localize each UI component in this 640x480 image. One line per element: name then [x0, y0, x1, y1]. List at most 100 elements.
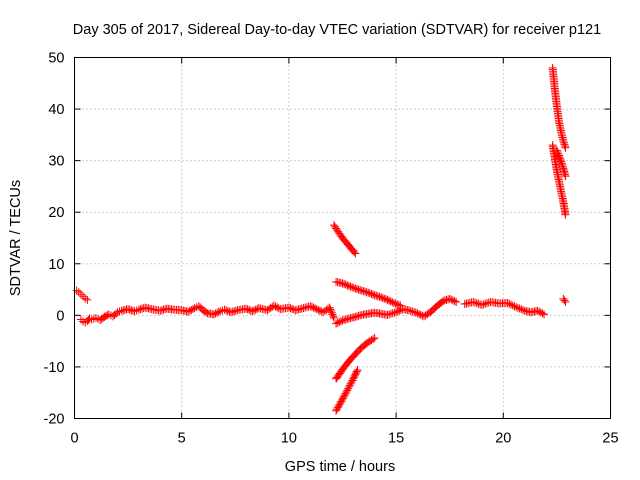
data-point-fill: [538, 309, 547, 318]
axis-ticks: 0 5 10 15 20 25 -20 -10 0 10 20 30 40 50: [44, 51, 619, 447]
data-point-fill: [510, 302, 519, 311]
data-point: [351, 312, 360, 321]
data-point: [561, 143, 570, 152]
data-point-fill: [359, 287, 368, 296]
data-point-fill: [307, 302, 316, 311]
data-point: [561, 297, 570, 306]
x-tick-label: 20: [495, 431, 511, 447]
data-point-fill: [222, 306, 231, 315]
data-point-fill: [230, 307, 239, 316]
data-point-fill: [386, 309, 395, 318]
series-arc-end-b: [548, 141, 570, 219]
data-point-fill: [505, 299, 514, 308]
data-point-fill: [410, 308, 419, 317]
data-point: [184, 307, 193, 316]
data-point: [74, 288, 83, 297]
data-point-fill: [560, 296, 569, 305]
data-point: [190, 304, 199, 313]
data-point: [561, 210, 570, 219]
data-point: [134, 305, 143, 314]
data-point-fill: [369, 335, 378, 344]
data-point: [392, 308, 401, 317]
series-arc-mid-neg-b: [332, 366, 362, 415]
data-point: [338, 316, 347, 325]
data-point-fill: [450, 297, 459, 306]
y-tick-label: 50: [48, 51, 64, 67]
data-point-fill: [350, 248, 359, 257]
series-arc-end-d: [559, 294, 570, 306]
data-point-fill: [354, 311, 363, 320]
data-point: [83, 295, 92, 304]
data-point-fill: [348, 283, 357, 292]
data-point: [344, 281, 353, 290]
data-point: [552, 146, 561, 155]
data-point-fill: [157, 306, 166, 315]
data-point: [351, 249, 360, 258]
data-point-fill: [556, 156, 565, 165]
series-arc-end-a: [548, 63, 570, 152]
data-point-fill: [286, 304, 295, 313]
y-tick-label: 30: [48, 154, 64, 170]
data-point: [377, 293, 386, 302]
x-tick-label: 0: [70, 431, 78, 447]
data-point-fill: [332, 224, 341, 233]
x-axis-title: GPS time / hours: [285, 459, 395, 475]
data-point-fill: [385, 310, 394, 319]
data-point-fill: [346, 379, 355, 388]
data-point: [533, 306, 542, 315]
y-tick-label: 20: [48, 205, 64, 221]
data-point: [338, 279, 347, 288]
data-point-fill: [411, 308, 420, 317]
data-point: [72, 286, 81, 295]
data-point-fill: [159, 305, 168, 314]
data-point-fill: [352, 312, 361, 321]
data-point-fill: [388, 309, 397, 318]
data-point-fill: [378, 293, 387, 302]
data-point: [540, 310, 549, 319]
data-point: [332, 319, 341, 328]
data-point-fill: [395, 306, 404, 315]
data-point-fill: [386, 297, 395, 306]
data-point-fill: [340, 280, 349, 289]
data-point-fill: [125, 305, 134, 314]
data-point-fill: [214, 308, 223, 317]
data-point-fill: [271, 302, 280, 311]
data-point-fill: [440, 296, 449, 305]
data-point: [76, 315, 85, 324]
data-point-fill: [393, 307, 402, 316]
data-point: [340, 391, 349, 400]
data-point: [389, 298, 398, 307]
x-tick-label: 15: [388, 431, 404, 447]
data-point-fill: [558, 161, 567, 170]
data-point: [561, 172, 570, 181]
data-point: [91, 313, 100, 322]
data-point-fill: [416, 310, 425, 319]
y-axis-title: SDTVAR / TECUs: [8, 180, 24, 296]
data-point: [312, 305, 321, 314]
data-point-fill: [391, 299, 400, 308]
data-point-fill: [345, 381, 354, 390]
series-arc-end-c: [552, 146, 570, 181]
data-point-fill: [536, 308, 545, 317]
data-point: [344, 383, 353, 392]
data-point-fill: [336, 317, 345, 326]
data-point-fill: [136, 305, 145, 314]
data-point-fill: [558, 162, 567, 171]
data-point-fill: [508, 301, 517, 310]
data-point-fill: [361, 287, 370, 296]
data-point-fill: [228, 307, 237, 316]
y-tick-label: -20: [44, 412, 65, 428]
data-point-fill: [333, 318, 342, 327]
data-point-fill: [341, 280, 350, 289]
series-arc-mid-up: [329, 221, 360, 258]
data-point-fill: [273, 303, 282, 312]
data-point: [419, 312, 428, 321]
data-point: [452, 297, 461, 306]
data-point: [104, 310, 113, 319]
data-point-fill: [519, 305, 528, 314]
data-point: [557, 157, 566, 166]
data-point-fill: [380, 294, 389, 303]
data-point: [559, 137, 568, 146]
data-point-fill: [301, 303, 310, 312]
